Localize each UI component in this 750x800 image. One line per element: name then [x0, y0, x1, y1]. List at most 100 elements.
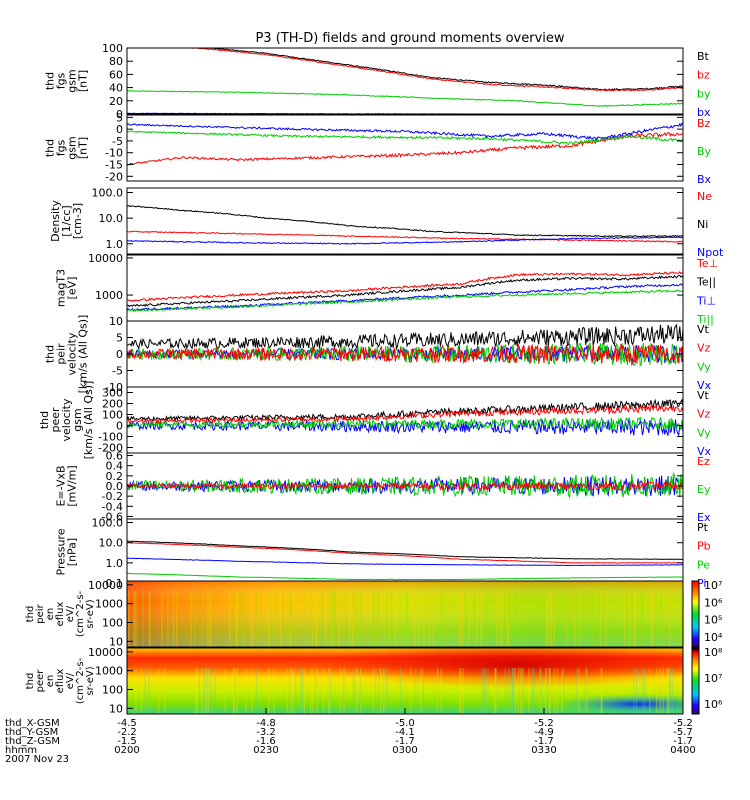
spectrogram-streak	[134, 591, 136, 647]
y-label-line: thd	[44, 345, 57, 363]
spectrogram-streak	[315, 591, 317, 647]
spectrogram-streak	[207, 668, 210, 714]
y-label-line: en	[45, 675, 56, 688]
spectrogram-streak	[539, 668, 542, 714]
y-tick-label: 10	[109, 315, 123, 328]
spectrogram-streak	[330, 591, 333, 647]
colorbar-tick-label: 10⁴	[704, 631, 723, 644]
y-label-line: E=-VxB	[55, 465, 68, 506]
spectrogram-streak	[481, 668, 484, 714]
y-tick-label: 10	[109, 635, 123, 648]
y-label-line: eV/	[65, 672, 76, 689]
spectrogram-streak	[236, 668, 238, 714]
x-tick-label: -3.2	[256, 727, 276, 738]
spectrogram-streak	[268, 591, 270, 647]
spectrogram-streak	[679, 591, 682, 647]
spectrogram-streak	[242, 591, 245, 647]
spectrogram-streak	[349, 591, 351, 647]
spectrogram-streak	[214, 668, 216, 714]
y-label-line: velocity	[66, 332, 79, 375]
y-axis-label: magT3[eV]	[55, 269, 79, 307]
spectrogram-streak	[511, 668, 514, 714]
y-label-line: thd	[25, 673, 36, 690]
y-label-line: [nT]	[77, 70, 90, 92]
spectrogram-streak	[127, 591, 130, 647]
spectrogram-streak	[578, 668, 580, 714]
series-Bx	[127, 122, 683, 141]
series-Ey	[127, 471, 683, 499]
x-tick-label: 0200	[114, 745, 139, 756]
spectrogram-streak	[576, 668, 578, 714]
legend-entry: Vy	[697, 426, 711, 439]
legend-entry: Vz	[697, 342, 711, 355]
spectrogram-streak	[386, 668, 388, 714]
x-tick-label: -5.7	[673, 727, 693, 738]
y-label-line: thd	[44, 139, 57, 157]
spectrogram-streak	[328, 668, 330, 714]
y-label-line: thd	[44, 72, 57, 90]
spectrogram-streak	[635, 668, 638, 714]
x-tick-label: -2.2	[117, 727, 137, 738]
spectrogram-streak	[354, 668, 357, 714]
panel-frame	[126, 518, 684, 586]
series-group	[127, 204, 683, 245]
spectrogram-streak	[585, 668, 588, 714]
spectrogram-streak	[548, 668, 551, 714]
spectrogram-streak	[352, 591, 354, 647]
spectrogram-streak	[172, 591, 175, 647]
spectrogram-streak	[528, 668, 530, 714]
spectrogram-streak	[422, 668, 425, 714]
spectrogram-streak	[373, 591, 375, 647]
y-tick-label: 0	[116, 420, 123, 433]
spectrogram-streak	[644, 668, 646, 714]
spectrogram-streak	[550, 591, 553, 647]
spectrogram-streak	[659, 668, 661, 714]
spectrogram-streak	[209, 591, 211, 647]
spectrogram-streak	[662, 668, 664, 714]
spectrogram-streak	[507, 591, 509, 647]
spectrogram-streak	[496, 591, 498, 647]
y-tick-label: 1.0	[106, 557, 124, 570]
spectrogram-streak	[269, 591, 271, 647]
spectrogram-streak	[201, 668, 203, 714]
panel-8: 100.0 10.0 1.0 0.1 Pressure[nPa] Pt Pb Pe Pi	[55, 517, 711, 590]
legend-entry: by	[697, 87, 711, 100]
colorbar-tick-label: 10⁷	[704, 579, 722, 592]
spectrogram-streak	[548, 668, 551, 714]
y-label-line: eflux	[55, 602, 66, 627]
spectrogram-streak	[521, 668, 524, 714]
series-Pi	[127, 557, 683, 567]
spectrogram-streak	[372, 668, 374, 714]
series-Vt	[127, 323, 683, 350]
spectrogram-streak	[136, 591, 138, 647]
spectrogram-streak	[459, 668, 462, 714]
x-tick-label: -4.1	[395, 727, 415, 738]
series-Vt	[127, 398, 683, 423]
y-tick-label: 0.6	[106, 450, 124, 463]
spectrogram-streak	[260, 591, 263, 647]
spectrogram-streak	[148, 591, 151, 647]
series-Vy	[127, 341, 683, 368]
y-axis-label: thd peer en eflux eV/(cm^2-s-sr-eV)	[25, 657, 96, 704]
y-tick-label: 5	[116, 332, 123, 345]
colorbar-tick-label: 10⁸	[704, 646, 723, 659]
panel-7: 0.60.40.20.0-0.2-0.4-0.6 E=-VxB[mV/m] Ez Ey…	[55, 450, 711, 524]
y-label-line: eV/	[65, 605, 76, 622]
spectrogram-streak	[414, 668, 417, 714]
legend: Vt Vz Vy Vx	[697, 389, 712, 458]
spectrogram-streak	[605, 591, 607, 647]
y-tick-label: 10000	[88, 579, 123, 592]
spectrogram-streak	[504, 668, 507, 714]
spectrogram-streak	[329, 591, 331, 647]
y-tick-label: 1.0	[106, 238, 124, 251]
x-row-label: thd_Y-GSM	[5, 727, 58, 738]
spectrogram-streak	[461, 591, 464, 647]
spectrogram-streak	[546, 668, 548, 714]
legend-entry: Vy	[697, 360, 711, 373]
spectrogram-streak	[533, 668, 535, 714]
